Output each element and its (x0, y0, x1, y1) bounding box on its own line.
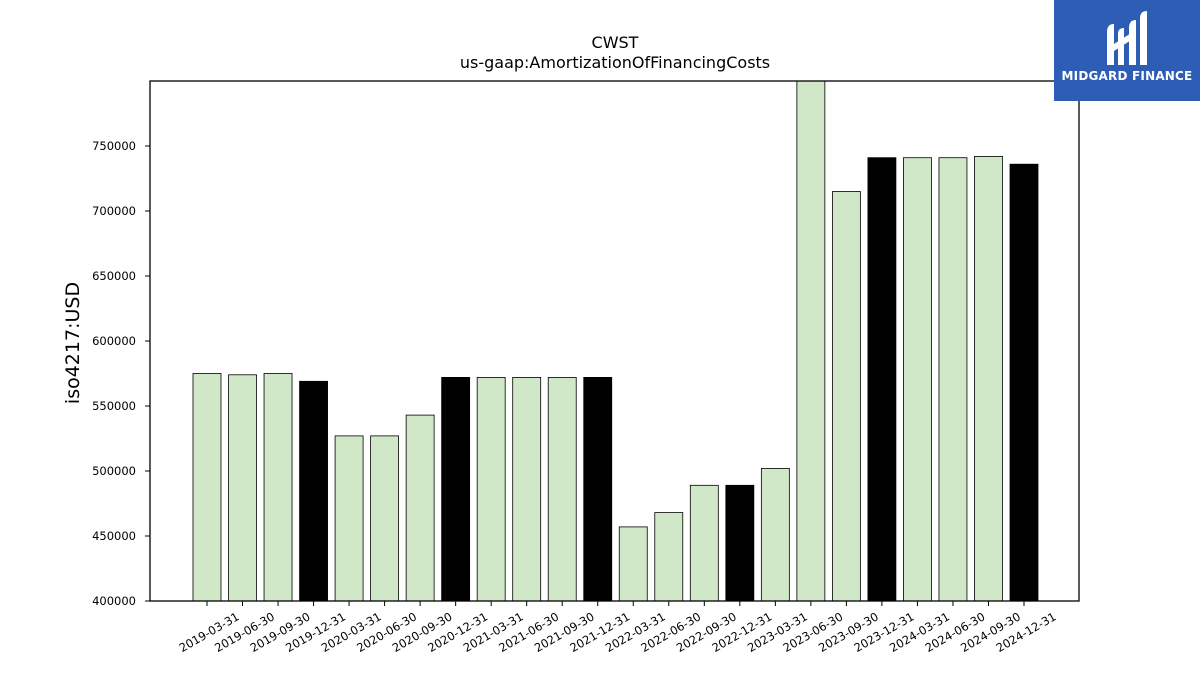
y-tick-label: 700000 (92, 204, 136, 218)
bar-2019-12-31 (299, 380, 328, 602)
x-ticks-group: 2019-03-312019-06-302019-09-302019-12-31… (177, 601, 1059, 655)
bar-2024-09-30 (974, 155, 1003, 602)
bar-2021-06-30 (512, 376, 542, 602)
bar-2020-12-31 (441, 376, 471, 602)
y-tick-label: 550000 (92, 399, 136, 413)
bar-2022-06-30 (654, 512, 684, 602)
bar-2019-09-30 (263, 373, 293, 602)
bar-2022-09-30 (689, 484, 719, 602)
chart-subtitle: us-gaap:AmortizationOfFinancingCosts (460, 53, 770, 72)
bar-2022-12-31 (725, 484, 755, 602)
bar-2020-06-30 (370, 435, 400, 602)
bar-2019-06-30 (228, 374, 257, 602)
bar-2021-12-31 (583, 376, 613, 602)
y-tick-label: 750000 (92, 139, 136, 153)
bars-group (192, 80, 1039, 602)
bar-2019-03-31 (192, 373, 222, 602)
brand-logo: MIDGARD FINANCE (1054, 0, 1200, 101)
y-tick-label: 600000 (92, 334, 136, 348)
bar-2020-03-31 (334, 435, 364, 602)
bar-2023-03-31 (760, 467, 790, 602)
bar-2021-09-30 (547, 376, 577, 602)
brand-name: MIDGARD FINANCE (1061, 69, 1193, 83)
y-tick-label: 500000 (92, 464, 136, 478)
y-ticks-group: 400000 450000 500000 550000 600000 650000 7000… (92, 139, 150, 608)
bar-2024-06-30 (938, 157, 968, 602)
y-tick-label: 450000 (92, 529, 136, 543)
bar-2024-12-31 (1009, 163, 1039, 602)
y-axis-label: iso4217:USD (62, 282, 84, 404)
midgard-logo-icon (1107, 11, 1147, 65)
bar-2022-03-31 (618, 526, 648, 602)
bar-2020-09-30 (405, 414, 435, 602)
y-tick-label: 400000 (92, 594, 136, 608)
chart-title: CWST (592, 33, 639, 52)
bar-2021-03-31 (476, 376, 506, 602)
bar-2023-09-30 (831, 191, 861, 602)
y-tick-label: 650000 (92, 269, 136, 283)
bar-2023-06-30 (796, 80, 826, 602)
plot-frame (149, 80, 1080, 602)
bar-2024-03-31 (903, 157, 932, 602)
bar-2023-12-31 (867, 157, 897, 602)
